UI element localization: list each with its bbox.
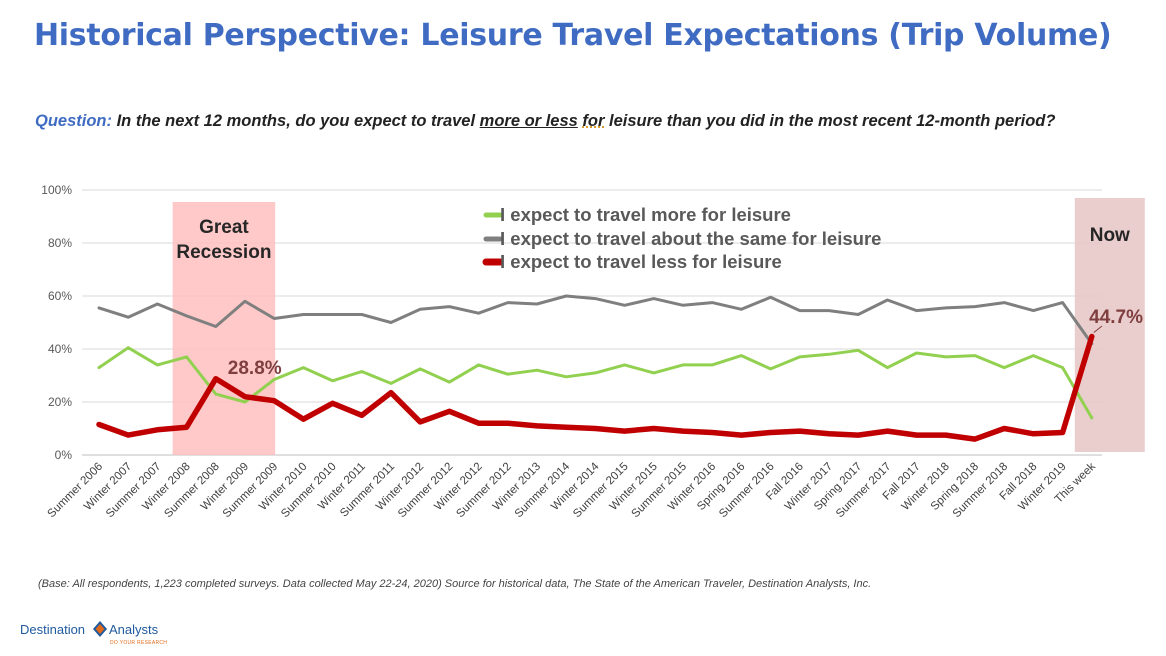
- data-label: 28.8%: [228, 358, 282, 379]
- footnote: (Base: All respondents, 1,223 completed …: [38, 578, 872, 590]
- band-label: Now: [1090, 225, 1130, 246]
- legend-label: I expect to travel more for leisure: [500, 204, 791, 225]
- question-text-2: leisure than you did in the most recent …: [604, 112, 1056, 130]
- data-label: 44.7%: [1089, 307, 1143, 328]
- legend-label: I expect to travel about the same for le…: [500, 228, 881, 249]
- logo-word-analysts: Analysts: [109, 622, 159, 637]
- band-label: Recession: [176, 242, 271, 263]
- question-more-or-less: more or less: [479, 112, 578, 130]
- y-tick-label: 100%: [41, 183, 72, 197]
- y-tick-label: 60%: [48, 289, 72, 303]
- data-label-leader: [1093, 325, 1103, 333]
- legend-label: I expect to travel less for leisure: [500, 251, 782, 272]
- y-tick-label: 80%: [48, 236, 72, 250]
- page-title: Historical Perspective: Leisure Travel E…: [34, 18, 1112, 53]
- series-line: [97, 294, 1094, 346]
- logo-diamond-icon: [93, 621, 107, 637]
- question-label: Question:: [35, 112, 112, 130]
- survey-question: Question: In the next 12 months, do you …: [35, 112, 1055, 131]
- question-text-1: In the next 12 months, do you expect to …: [112, 112, 480, 130]
- band-label: Great: [199, 217, 249, 238]
- great-recession-band: [172, 202, 276, 455]
- y-tick-label: 20%: [48, 395, 72, 409]
- series-line: [96, 333, 1095, 442]
- question-for: for: [582, 112, 605, 130]
- series-line: [97, 346, 1094, 420]
- logo-tagline: DO YOUR RESEARCH: [110, 640, 168, 646]
- y-tick-label: 40%: [48, 342, 72, 356]
- y-tick-label: 0%: [55, 448, 73, 462]
- logo-word-destination: Destination: [20, 622, 86, 637]
- trip-volume-line-chart: 0% 20% 40% 60% 80% 100% Great Recession Now I exp…: [41, 183, 1145, 520]
